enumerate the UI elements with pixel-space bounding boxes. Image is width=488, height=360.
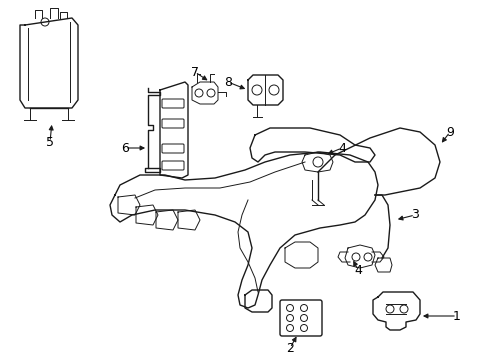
Text: 3: 3 — [410, 208, 418, 221]
FancyBboxPatch shape — [280, 300, 321, 336]
FancyBboxPatch shape — [162, 99, 183, 108]
FancyBboxPatch shape — [162, 119, 183, 128]
Text: 1: 1 — [452, 310, 460, 323]
Text: 4: 4 — [337, 141, 345, 154]
FancyBboxPatch shape — [162, 161, 183, 170]
Text: 9: 9 — [445, 126, 453, 139]
FancyBboxPatch shape — [162, 144, 183, 153]
Text: 6: 6 — [121, 141, 129, 154]
Text: 4: 4 — [353, 264, 361, 276]
Text: 5: 5 — [46, 135, 54, 148]
Text: 8: 8 — [224, 76, 231, 89]
Text: 2: 2 — [285, 342, 293, 355]
Text: 7: 7 — [191, 66, 199, 78]
